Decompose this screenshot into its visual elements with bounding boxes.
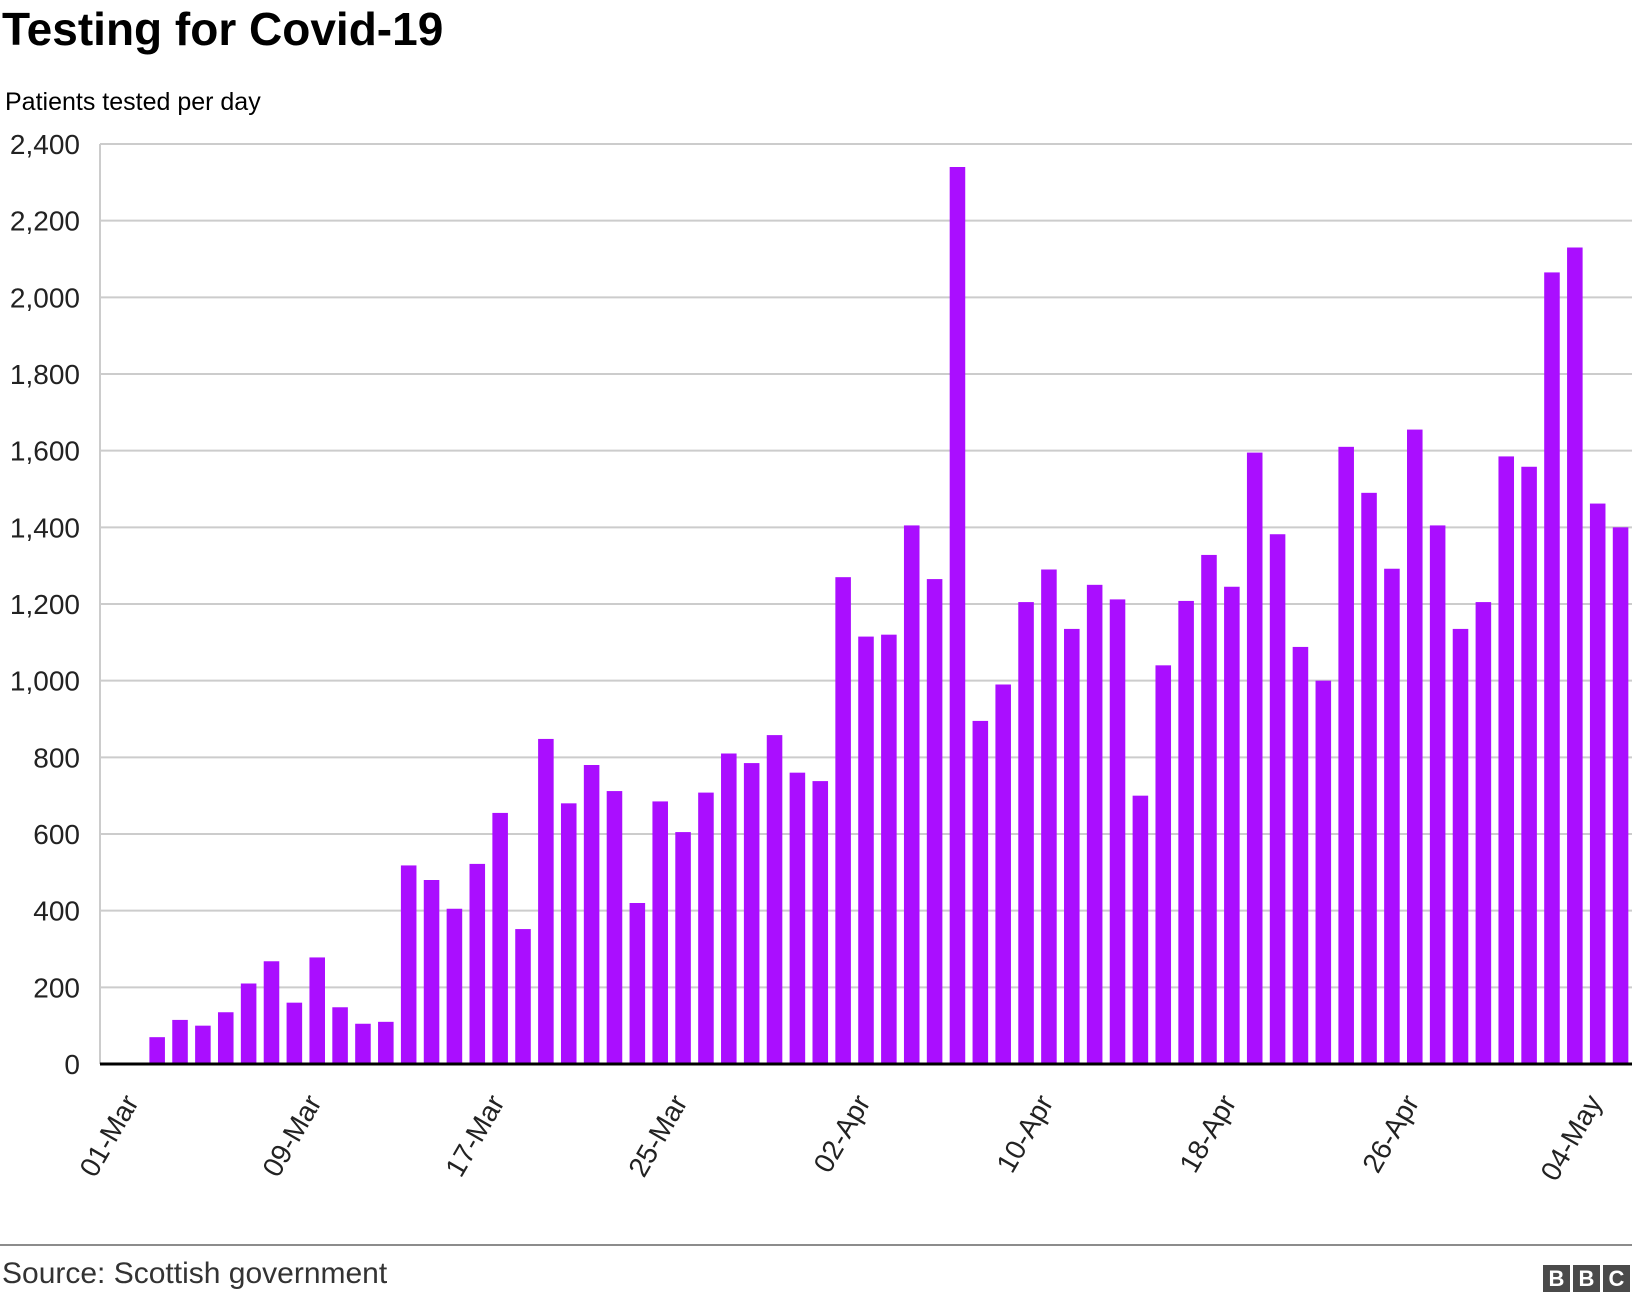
bar (515, 929, 531, 1064)
bar (1475, 602, 1492, 1064)
bar-chart: 0 200 400 600 800 1,000 1,200 1,400 1,600 1,800 2,… (10, 129, 1632, 1186)
bar (217, 1012, 234, 1064)
bar (789, 772, 806, 1064)
bars (149, 167, 1629, 1065)
bar (995, 684, 1011, 1064)
bar (1269, 534, 1286, 1064)
y-axis-ticks: 0 200 400 600 800 1,000 1,200 1,400 1,600 1,800 2,… (10, 129, 80, 1080)
bar (1498, 456, 1515, 1065)
bar (1544, 272, 1560, 1065)
x-tick-label: 01-Mar (73, 1090, 144, 1182)
y-tick-label: 1,000 (10, 666, 80, 697)
bar (743, 763, 760, 1064)
bar (263, 961, 280, 1064)
bar (652, 801, 668, 1064)
bar (1612, 527, 1629, 1064)
bar (1567, 247, 1583, 1064)
bar (1109, 599, 1126, 1064)
x-tick-label: 17-Mar (439, 1090, 510, 1182)
x-tick-label: 09-Mar (256, 1090, 327, 1182)
bar (1407, 429, 1423, 1064)
bar (812, 781, 829, 1064)
footer-divider (0, 1244, 1632, 1246)
bar (903, 525, 920, 1064)
bar (423, 880, 440, 1064)
bar (926, 579, 943, 1064)
bar (1155, 665, 1172, 1064)
logo-letter: C (1603, 1265, 1630, 1292)
bar (698, 792, 714, 1064)
x-tick-label: 10-Apr (990, 1090, 1059, 1178)
bar (378, 1021, 394, 1064)
y-tick-label: 600 (33, 819, 80, 850)
bar (1452, 628, 1469, 1064)
bbc-logo: B B C (1543, 1265, 1630, 1292)
bar (629, 903, 646, 1064)
y-tick-label: 2,400 (10, 129, 80, 160)
bar (1384, 568, 1400, 1064)
bar (766, 735, 783, 1064)
bar (309, 957, 325, 1064)
bar (195, 1025, 211, 1064)
bar (721, 753, 737, 1064)
y-tick-label: 0 (64, 1049, 80, 1080)
bar (1292, 646, 1309, 1064)
bar (1361, 492, 1377, 1064)
y-tick-label: 800 (33, 742, 80, 773)
bar (172, 1019, 188, 1064)
bar (1132, 795, 1149, 1064)
chart-title: Testing for Covid-19 (2, 3, 444, 55)
logo-letter: B (1543, 1265, 1570, 1292)
bar (1246, 452, 1263, 1064)
y-tick-label: 2,000 (10, 282, 80, 313)
bar (881, 634, 897, 1064)
bar (675, 832, 691, 1064)
bar (858, 636, 874, 1064)
bar (1224, 586, 1240, 1064)
y-tick-label: 400 (33, 896, 80, 927)
bar (1018, 602, 1034, 1064)
bar (240, 983, 257, 1064)
bar (400, 865, 417, 1064)
bar (583, 765, 600, 1064)
x-tick-label: 26-Apr (1356, 1090, 1425, 1178)
bar (1315, 680, 1332, 1064)
x-tick-label: 25-Mar (622, 1090, 693, 1182)
bar (149, 1037, 165, 1064)
bar (1589, 503, 1606, 1065)
y-tick-label: 1,800 (10, 359, 80, 390)
bar (949, 167, 966, 1064)
y-tick-label: 1,400 (10, 512, 80, 543)
y-tick-label: 1,600 (10, 436, 80, 467)
bar (492, 812, 508, 1064)
y-axis-label: Patients tested per day (5, 88, 261, 116)
bar (1521, 466, 1537, 1064)
bar (1178, 600, 1194, 1064)
bar (1201, 554, 1217, 1064)
x-tick-label: 04-May (1534, 1090, 1608, 1186)
bar (286, 1002, 303, 1064)
bar (1429, 525, 1446, 1064)
bar (560, 803, 577, 1064)
logo-letter: B (1573, 1265, 1600, 1292)
bar (332, 1007, 348, 1064)
bar (1064, 628, 1080, 1064)
bar (972, 720, 989, 1064)
y-tick-label: 2,200 (10, 206, 80, 237)
bar (1338, 446, 1354, 1064)
bar (1086, 584, 1103, 1064)
bar (469, 863, 486, 1064)
source-note: Source: Scottish government (2, 1257, 388, 1290)
bar (835, 577, 851, 1064)
bar (606, 791, 623, 1064)
x-tick-label: 02-Apr (807, 1090, 876, 1178)
y-tick-label: 200 (33, 972, 80, 1003)
bar (538, 738, 554, 1064)
y-tick-label: 1,200 (10, 589, 80, 620)
x-tick-label: 18-Apr (1173, 1090, 1242, 1178)
bar (446, 908, 463, 1064)
bar (355, 1023, 371, 1064)
bar (1041, 569, 1057, 1064)
x-axis-ticks: 01-Mar 09-Mar 17-Mar 25-Mar 02-Apr 10-Apr 18-A… (73, 1090, 1608, 1186)
